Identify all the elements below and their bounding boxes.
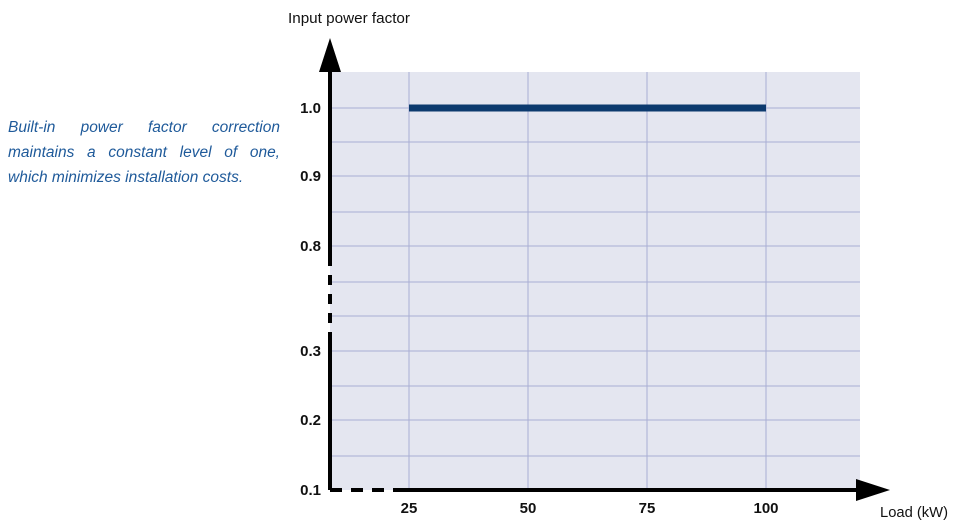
- y-axis-title: Input power factor: [288, 10, 410, 27]
- grid-vertical: [408, 72, 767, 490]
- y-tick-label: 0.1: [300, 482, 321, 499]
- y-axis-arrow: [319, 38, 341, 72]
- x-axis-title: Load (kW): [880, 504, 948, 521]
- caption-line: which minimizes installation costs.: [8, 169, 244, 186]
- x-tick-label: 75: [639, 500, 656, 517]
- x-axis-arrow: [856, 479, 890, 501]
- caption-text: Built-in power factor correction maintai…: [8, 115, 280, 190]
- y-tick-label: 0.8: [300, 238, 321, 255]
- x-tick-label: 100: [753, 500, 778, 517]
- caption-line: maintains a constant level of one,: [8, 144, 280, 161]
- x-tick-labels: 25 50 75 100: [401, 500, 779, 517]
- x-tick-label: 50: [520, 500, 537, 517]
- y-tick-label: 1.0: [300, 100, 321, 117]
- y-tick-label: 0.2: [300, 412, 321, 429]
- y-tick-label: 0.3: [300, 343, 321, 360]
- y-tick-labels: 1.0 0.9 0.8 0.3 0.2 0.1: [300, 100, 321, 499]
- grid-horizontal: [330, 107, 860, 457]
- x-tick-label: 25: [401, 500, 418, 517]
- caption-line: Built-in power factor correction: [8, 119, 280, 136]
- y-tick-label: 0.9: [300, 168, 321, 185]
